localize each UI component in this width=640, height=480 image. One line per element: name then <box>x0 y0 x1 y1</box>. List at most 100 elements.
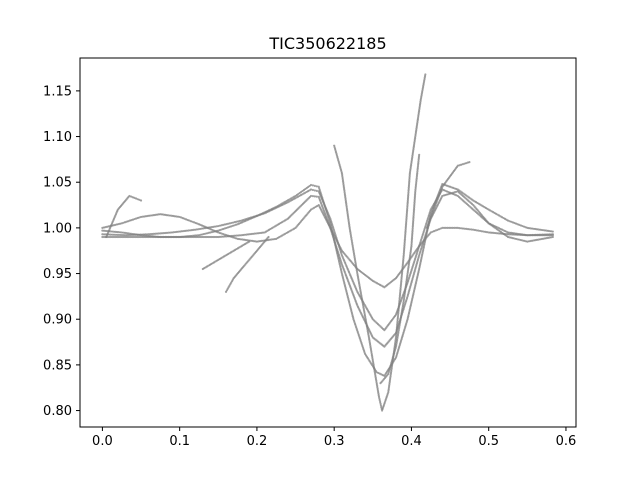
data-point <box>551 230 554 233</box>
data-point <box>195 228 198 231</box>
data-point <box>270 238 273 241</box>
data-point <box>539 234 543 237</box>
series-high-tail <box>425 161 471 229</box>
data-point <box>207 235 210 239</box>
data-point <box>102 233 106 236</box>
data-point <box>390 368 393 371</box>
data-point <box>309 188 313 191</box>
data-point <box>415 176 418 180</box>
data-point <box>144 233 147 236</box>
data-point <box>121 233 124 237</box>
data-point <box>546 234 549 237</box>
data-point <box>407 189 410 192</box>
data-point <box>341 178 344 181</box>
data-point <box>404 285 407 288</box>
data-point <box>406 275 409 278</box>
data-point <box>406 204 409 207</box>
data-point <box>408 254 412 257</box>
data-point <box>399 319 402 322</box>
data-point <box>402 250 406 254</box>
data-point <box>410 238 413 241</box>
data-point <box>456 164 459 167</box>
data-point <box>235 234 238 237</box>
data-point <box>401 308 404 311</box>
data-point <box>349 234 353 238</box>
data-point <box>406 202 409 205</box>
data-point <box>403 242 406 246</box>
data-point <box>172 231 175 234</box>
data-point <box>395 329 398 333</box>
data-point <box>399 286 402 289</box>
y-axis: 0.80 0.85 0.90 0.95 1.00 1.05 1.10 1.15 <box>43 84 80 419</box>
data-point <box>154 213 157 216</box>
data-point <box>202 235 205 239</box>
data-point <box>511 233 514 236</box>
data-point <box>411 224 415 227</box>
data-point <box>125 232 128 235</box>
data-point <box>464 162 468 165</box>
data-point <box>146 235 149 239</box>
data-point <box>242 233 245 237</box>
data-point <box>180 230 183 233</box>
data-point <box>405 218 408 221</box>
data-point <box>413 201 416 204</box>
data-point <box>416 167 419 170</box>
data-point <box>348 226 351 229</box>
data-point <box>412 209 416 212</box>
data-point <box>387 389 390 392</box>
data-point <box>388 383 391 386</box>
data-point <box>343 191 346 194</box>
data-point <box>396 318 399 321</box>
data-point <box>122 234 126 237</box>
data-point <box>402 249 406 252</box>
data-point <box>160 232 164 235</box>
data-point <box>109 233 112 236</box>
data-point <box>399 316 403 319</box>
data-point <box>346 209 349 212</box>
data-point <box>154 235 157 239</box>
data-point <box>484 230 487 233</box>
data-point <box>405 280 408 283</box>
data-point <box>510 231 513 235</box>
data-point <box>404 226 407 229</box>
data-point <box>167 235 170 239</box>
data-point <box>119 233 122 237</box>
data-point <box>132 235 135 239</box>
data-point <box>397 329 400 332</box>
data-point <box>398 296 401 299</box>
data-point <box>154 232 157 235</box>
data-point <box>394 345 398 348</box>
data-point <box>133 196 136 199</box>
data-point <box>379 400 382 404</box>
data-point <box>412 217 415 220</box>
data-point <box>395 339 399 342</box>
data-point <box>389 375 392 378</box>
data-point <box>233 221 236 224</box>
data-point <box>417 163 420 166</box>
data-point <box>205 235 208 239</box>
data-point <box>412 220 415 224</box>
data-point <box>354 259 357 262</box>
data-point <box>122 231 125 234</box>
data-point <box>399 284 402 288</box>
y-tick-label: 1.15 <box>43 84 72 99</box>
data-point <box>252 240 255 243</box>
data-point <box>184 229 187 232</box>
data-point <box>405 215 408 218</box>
data-point <box>416 170 419 173</box>
data-point <box>222 223 225 226</box>
data-point <box>175 230 178 233</box>
data-point <box>233 234 236 237</box>
data-point <box>398 292 402 296</box>
data-point <box>519 233 522 236</box>
data-point <box>351 241 354 244</box>
data-point <box>411 222 415 225</box>
data-point <box>414 186 417 190</box>
data-point <box>490 231 494 234</box>
data-point <box>260 239 263 242</box>
data-point <box>189 235 192 239</box>
data-point <box>238 234 241 237</box>
data-point <box>137 233 140 236</box>
data-point <box>120 231 123 234</box>
data-point <box>220 224 223 227</box>
